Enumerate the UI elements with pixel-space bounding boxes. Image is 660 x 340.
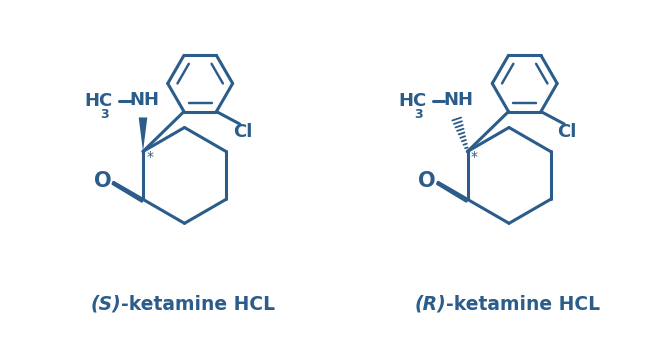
Text: 3: 3 — [100, 108, 109, 121]
Text: H: H — [84, 92, 100, 110]
Text: C: C — [98, 92, 112, 110]
Text: NH: NH — [129, 91, 160, 109]
Polygon shape — [139, 117, 147, 151]
Text: C: C — [412, 92, 425, 110]
Text: Cl: Cl — [558, 123, 577, 141]
Text: NH: NH — [444, 91, 473, 109]
Text: (R): (R) — [414, 295, 446, 314]
Text: *: * — [471, 150, 478, 164]
Text: -ketamine HCL: -ketamine HCL — [446, 295, 600, 314]
Text: *: * — [147, 150, 153, 164]
Text: H: H — [399, 92, 413, 110]
Text: O: O — [94, 171, 112, 191]
Text: Cl: Cl — [233, 123, 252, 141]
Text: O: O — [418, 171, 436, 191]
Text: (S): (S) — [90, 295, 121, 314]
Text: -ketamine HCL: -ketamine HCL — [121, 295, 275, 314]
Text: 3: 3 — [414, 108, 422, 121]
